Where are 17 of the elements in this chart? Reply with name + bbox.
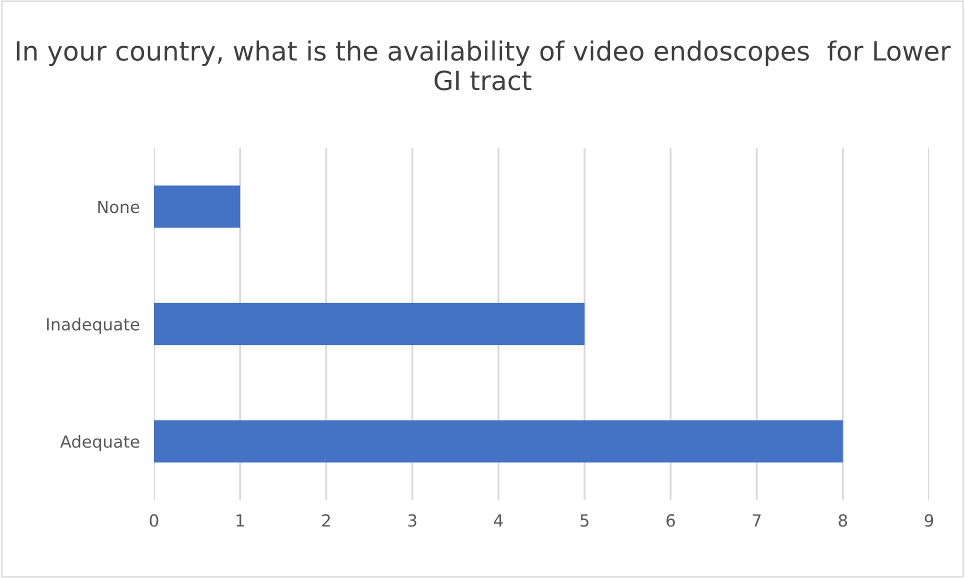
bar — [154, 420, 843, 462]
y-tick-label: None — [98, 200, 140, 214]
x-tick-label: 5 — [580, 514, 588, 527]
x-tick-label: 0 — [150, 514, 158, 527]
x-tick-label: 1 — [236, 514, 244, 527]
x-tick-label: 8 — [838, 514, 848, 527]
chart-title: In your country, what is the availability of video endoscopes for Lower GI tract — [16, 40, 951, 90]
bar — [154, 302, 585, 346]
y-tick-label: Adequate — [60, 435, 140, 452]
x-tick-label: 2 — [322, 514, 330, 527]
y-tick-label: Inadequate — [47, 318, 140, 334]
bar — [154, 186, 240, 228]
x-tick-label: 3 — [408, 514, 416, 527]
x-tick-label: 9 — [924, 514, 934, 527]
x-tick-label: 4 — [494, 514, 503, 527]
x-tick-label: 7 — [752, 514, 761, 527]
x-tick-label: 6 — [666, 514, 675, 527]
